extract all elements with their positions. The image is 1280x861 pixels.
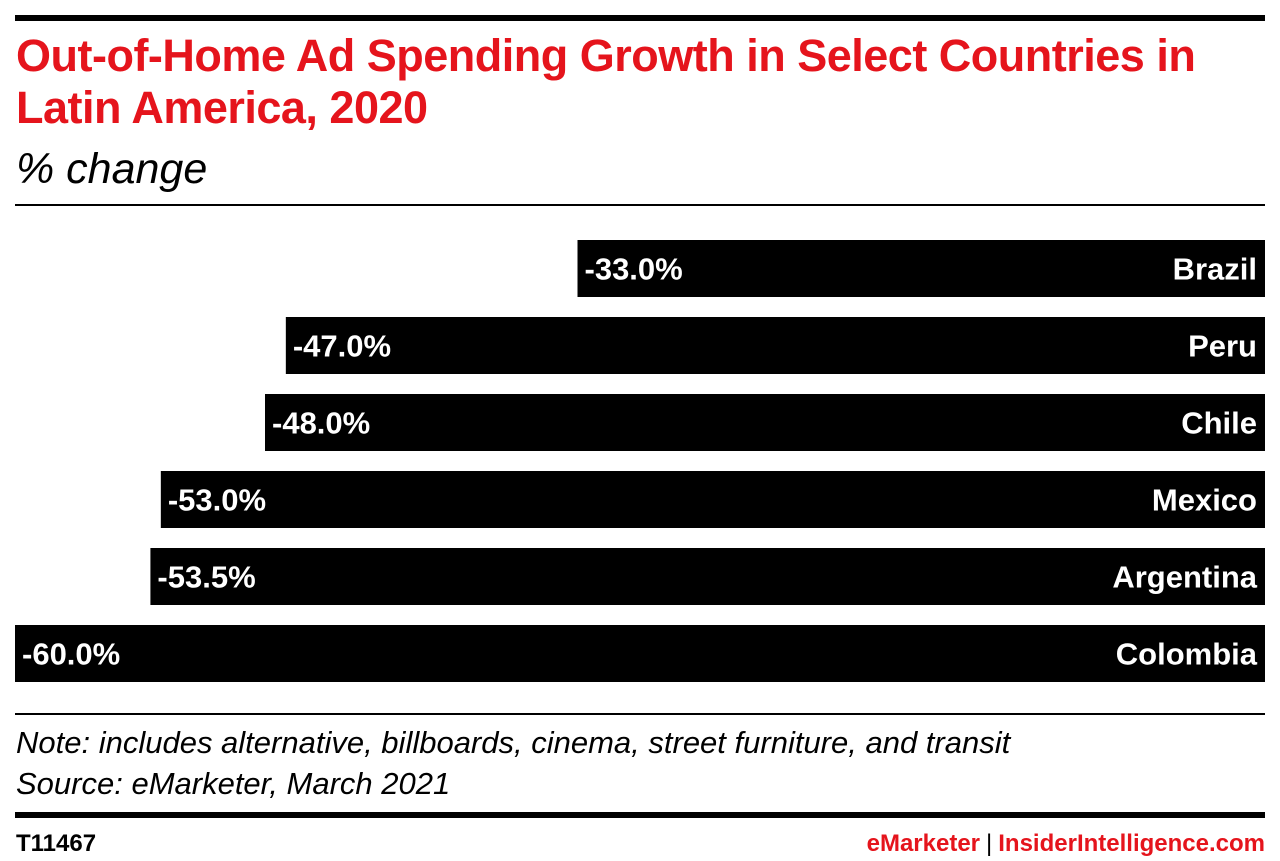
value-label-peru: -47.0%	[293, 329, 391, 364]
header-divider	[15, 204, 1265, 206]
chart-title: Out-of-Home Ad Spending Growth in Select…	[16, 30, 1196, 133]
category-label-colombia: Colombia	[1116, 637, 1258, 672]
chart-subtitle: % change	[16, 145, 208, 193]
category-label-brazil: Brazil	[1173, 252, 1257, 287]
brand-insider-link[interactable]: InsiderIntelligence.com	[998, 830, 1265, 857]
bar-peru	[285, 317, 1265, 374]
bar-colombia	[15, 625, 1265, 682]
note-text: Note: includes alternative, billboards, …	[16, 725, 1011, 760]
footer-rule	[15, 812, 1265, 818]
category-label-mexico: Mexico	[1152, 483, 1257, 518]
value-label-brazil: -33.0%	[585, 252, 683, 287]
value-label-mexico: -53.0%	[168, 483, 266, 518]
category-label-argentina: Argentina	[1112, 560, 1257, 595]
brand-separator: |	[986, 830, 993, 857]
value-label-chile: -48.0%	[272, 406, 370, 441]
brand-lockup: eMarketer | InsiderIntelligence.com	[867, 827, 1265, 861]
chart-id: T11467	[16, 830, 97, 857]
category-label-peru: Peru	[1188, 329, 1257, 364]
value-label-colombia: -60.0%	[22, 637, 120, 672]
bar-mexico	[160, 471, 1265, 528]
bar-brazil	[577, 240, 1265, 297]
source-text: Source: eMarketer, March 2021	[16, 766, 451, 801]
notes-divider	[15, 713, 1265, 715]
bar-argentina	[150, 548, 1266, 605]
bar-chile	[265, 394, 1265, 451]
top-rule	[15, 15, 1265, 21]
value-label-argentina: -53.5%	[157, 560, 255, 595]
category-label-chile: Chile	[1181, 406, 1257, 441]
brand-emarketer: eMarketer	[866, 830, 981, 857]
